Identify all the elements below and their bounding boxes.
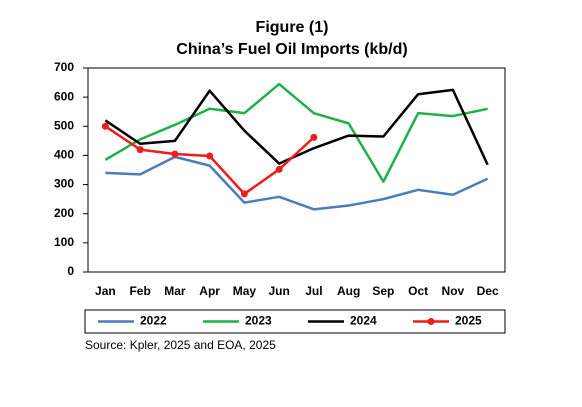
chart-subtitle: China’s Fuel Oil Imports (kb/d) <box>176 41 407 58</box>
y-tick-label: 0 <box>67 264 74 278</box>
legend-label: 2024 <box>350 314 377 328</box>
source-note: Source: Kpler, 2025 and EOA, 2025 <box>85 338 276 352</box>
series-line <box>104 125 315 196</box>
legend-label: 2023 <box>245 314 272 328</box>
data-point <box>310 133 318 141</box>
series-line <box>105 155 489 211</box>
data-point <box>206 152 214 160</box>
x-tick-label: Sep <box>372 284 394 298</box>
x-tick-label: Feb <box>129 284 150 298</box>
data-point <box>275 165 283 173</box>
x-tick-label: Dec <box>477 284 499 298</box>
x-tick-label: May <box>233 284 257 298</box>
x-tick-label: Apr <box>199 284 220 298</box>
y-tick-label: 500 <box>54 118 74 132</box>
legend-marker <box>427 318 435 325</box>
x-tick-label: Nov <box>442 284 465 298</box>
y-tick-label: 100 <box>54 235 74 249</box>
legend-frame <box>84 309 506 334</box>
y-tick-label: 300 <box>54 177 74 191</box>
x-tick-label: Mar <box>164 284 186 298</box>
data-point <box>136 146 144 154</box>
series-line <box>104 88 489 166</box>
legend-label: 2022 <box>140 314 167 328</box>
y-tick-label: 400 <box>54 148 74 162</box>
y-tick-label: 600 <box>54 89 74 103</box>
y-tick-label: 700 <box>54 60 74 74</box>
data-point <box>101 122 109 130</box>
x-tick-label: Aug <box>337 284 360 298</box>
data-point <box>240 190 248 198</box>
series-line <box>104 82 488 183</box>
data-point <box>171 150 179 158</box>
x-tick-label: Jul <box>305 284 322 298</box>
x-tick-label: Jan <box>95 284 116 298</box>
legend-label: 2025 <box>455 314 482 328</box>
y-tick-label: 200 <box>54 206 74 220</box>
x-tick-label: Oct <box>408 284 428 298</box>
x-tick-label: Jun <box>268 284 289 298</box>
plot-frame <box>87 67 506 273</box>
chart-title: Figure (1) <box>256 19 329 36</box>
